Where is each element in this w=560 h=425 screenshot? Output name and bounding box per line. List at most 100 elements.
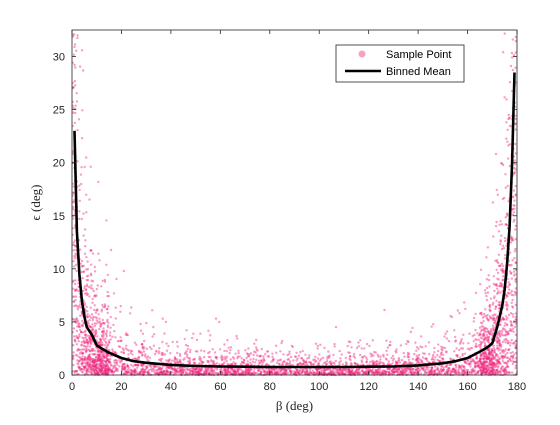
sample-point — [509, 351, 512, 355]
sample-point — [500, 350, 504, 353]
sample-point — [446, 372, 449, 375]
sample-point — [512, 360, 516, 364]
sample-point — [263, 369, 266, 373]
sample-point — [124, 333, 128, 336]
sample-point — [300, 363, 304, 366]
sample-point — [88, 198, 91, 201]
sample-point — [344, 356, 348, 360]
sample-point — [273, 370, 276, 373]
sample-point — [499, 239, 502, 242]
sample-point — [73, 282, 77, 286]
sample-point — [200, 369, 203, 372]
sample-point — [482, 357, 485, 360]
sample-point — [458, 312, 461, 315]
sample-point — [103, 304, 107, 308]
sample-point — [491, 369, 494, 372]
sample-point — [245, 356, 248, 360]
sample-point — [129, 312, 132, 315]
sample-point — [120, 360, 123, 363]
sample-point — [118, 365, 121, 368]
sample-point — [80, 265, 84, 268]
sample-point — [463, 301, 466, 304]
sample-point — [483, 362, 486, 365]
sample-point — [98, 342, 101, 345]
sample-point — [491, 303, 494, 306]
sample-point — [154, 369, 158, 372]
sample-point — [285, 370, 288, 373]
sample-point — [309, 371, 312, 374]
sample-point — [192, 332, 195, 335]
sample-point — [508, 116, 511, 119]
sample-point — [208, 369, 212, 373]
x-tick-label: 100 — [310, 381, 328, 393]
sample-point — [353, 361, 356, 365]
sample-point — [80, 137, 84, 140]
sample-point — [485, 256, 488, 259]
sample-point — [195, 370, 198, 374]
sample-point — [75, 305, 79, 308]
sample-point — [215, 362, 219, 365]
sample-point — [86, 334, 90, 337]
sample-point — [82, 270, 85, 274]
sample-point — [486, 246, 490, 249]
sample-point — [473, 361, 476, 364]
sample-point — [440, 351, 444, 354]
sample-point — [304, 370, 307, 373]
sample-point — [109, 354, 112, 357]
sample-point — [97, 354, 100, 358]
sample-point — [121, 367, 124, 370]
sample-point — [459, 341, 462, 344]
sample-point — [395, 369, 399, 373]
sample-point — [135, 343, 138, 346]
sample-point — [512, 172, 516, 176]
sample-point — [91, 353, 94, 356]
sample-point — [207, 372, 210, 376]
sample-point — [387, 367, 390, 371]
sample-point — [495, 336, 499, 339]
sample-point — [415, 357, 419, 361]
sample-point — [338, 361, 341, 364]
sample-point — [159, 367, 163, 371]
sample-point — [450, 370, 453, 374]
sample-point — [243, 370, 246, 374]
sample-point — [167, 344, 170, 348]
sample-point — [422, 367, 425, 370]
sample-point — [476, 364, 479, 367]
sample-point — [231, 372, 235, 375]
sample-point — [507, 144, 510, 147]
sample-point — [407, 368, 410, 371]
sample-point — [275, 351, 278, 354]
sample-point — [506, 140, 509, 143]
sample-point — [121, 347, 125, 350]
sample-point — [498, 334, 501, 337]
sample-point — [302, 369, 305, 373]
sample-point — [508, 329, 511, 332]
sample-point — [505, 98, 508, 101]
sample-point — [300, 371, 303, 374]
sample-point — [504, 315, 508, 318]
sample-point — [103, 364, 106, 368]
sample-point — [107, 358, 110, 361]
sample-point — [465, 362, 469, 365]
sample-point — [266, 371, 269, 375]
sample-point — [241, 361, 244, 364]
sample-point — [121, 363, 124, 366]
sample-point — [119, 336, 122, 339]
sample-point — [109, 326, 112, 329]
sample-point — [115, 277, 118, 281]
sample-point — [487, 368, 490, 371]
sample-point — [244, 363, 248, 366]
sample-point — [499, 268, 503, 271]
sample-point — [503, 367, 506, 370]
sample-point — [113, 329, 116, 333]
sample-point — [133, 357, 137, 360]
sample-point — [355, 368, 358, 371]
sample-point — [382, 372, 385, 375]
sample-point — [494, 355, 497, 359]
sample-point — [80, 217, 84, 221]
sample-point — [77, 348, 81, 352]
sample-point — [469, 362, 472, 366]
sample-point — [507, 342, 510, 345]
sample-point — [178, 369, 182, 372]
sample-point — [77, 325, 81, 328]
